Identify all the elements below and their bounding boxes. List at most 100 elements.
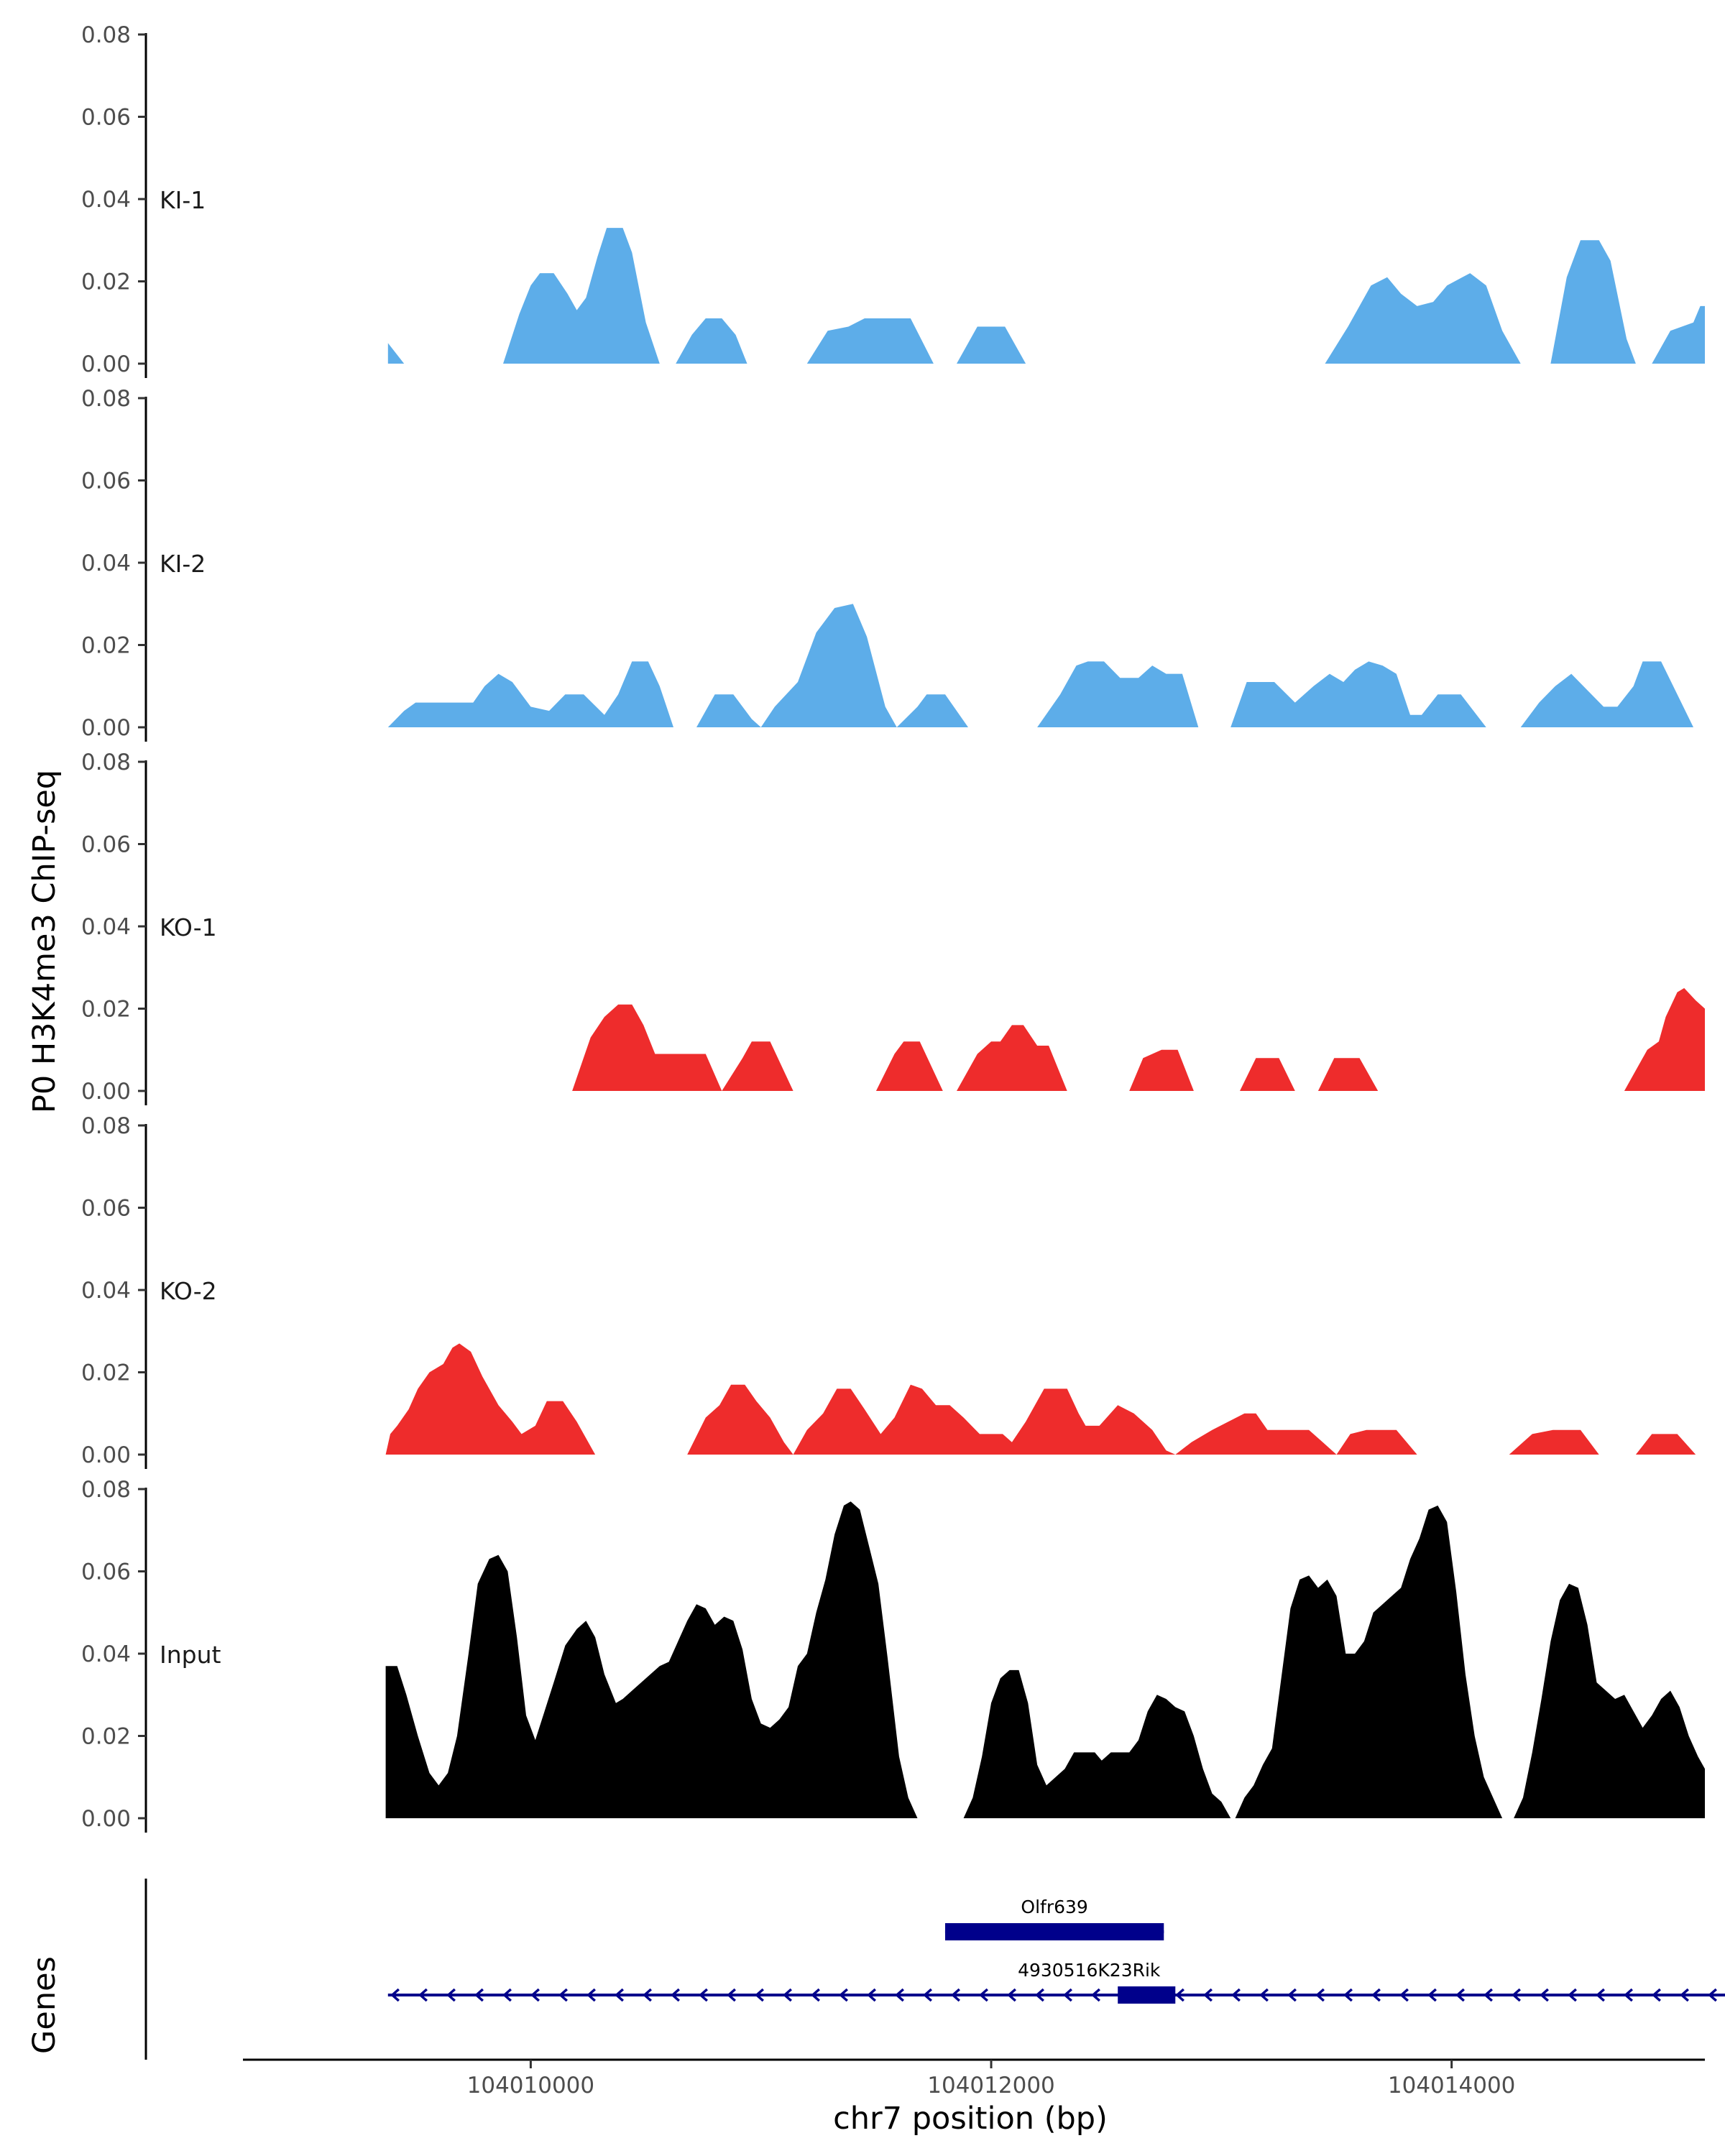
genes-panel: Olfr639 4930516K23Rik: [144, 1879, 1725, 2060]
gene-4930516k23rik: 4930516K23Rik: [387, 1960, 1725, 2004]
x-tick-label: 104012000: [927, 2073, 1055, 2099]
y-tick-label: 0.06: [81, 832, 131, 858]
y-tick-label: 0.04: [81, 1278, 131, 1304]
y-tick-label: 0.08: [81, 1113, 131, 1139]
strand-arrow: [1035, 1988, 1044, 2002]
track-label: KI-2: [160, 550, 206, 578]
y-tick-label: 0.08: [81, 22, 131, 48]
strand-arrow: [1455, 1988, 1465, 2002]
y-tick-label: 0.04: [81, 550, 131, 576]
strand-arrow: [1063, 1988, 1072, 2002]
x-tick-label: 104010000: [467, 2073, 595, 2099]
gene-exon: [944, 1923, 1164, 1940]
y-tick-label: 0.04: [81, 914, 131, 940]
y-tick-label: 0.02: [81, 1360, 131, 1386]
strand-arrow: [699, 1988, 708, 2002]
gene-exon: [1118, 1986, 1176, 2004]
y-tick-label: 0.00: [81, 715, 131, 741]
strand-arrow: [643, 1988, 652, 2002]
strand-arrow: [446, 1988, 456, 2002]
track-label: KO-1: [160, 913, 217, 941]
strand-arrow: [1540, 1988, 1549, 2002]
strand-arrow: [1399, 1988, 1409, 2002]
strand-arrow: [951, 1988, 960, 2002]
track-label: KO-2: [160, 1277, 217, 1305]
y-tick-label: 0.06: [81, 105, 131, 131]
y-tick-label: 0.00: [81, 1442, 131, 1468]
y-tick-label: 0.02: [81, 1724, 131, 1750]
track-ko-2: 0.00 0.02 0.04 0.06 0.08 KO-2: [81, 1113, 1696, 1469]
strand-arrow: [1708, 1988, 1717, 2002]
x-axis: 104010000 104012000 104014000: [243, 2058, 1705, 2099]
track-panels: 0.00 0.02 0.04 0.06 0.08 KI-1 0.00 0.02 0.04 0.06…: [81, 22, 1705, 1833]
strand-arrow: [502, 1988, 512, 2002]
y-axis-title: P0 H3K4me3 ChIP-seq: [27, 770, 63, 1113]
track-label: Input: [160, 1641, 221, 1669]
coverage-area-ko-1: [572, 987, 1705, 1091]
y-tick-label: 0.02: [81, 270, 131, 295]
y-tick-label: 0.02: [81, 633, 131, 659]
strand-arrow: [895, 1988, 904, 2002]
strand-arrow: [615, 1988, 624, 2002]
strand-arrow: [390, 1988, 400, 2002]
strand-arrow: [979, 1988, 988, 2002]
strand-arrow: [474, 1988, 484, 2002]
strand-arrow: [839, 1988, 848, 2002]
strand-arrow: [923, 1988, 932, 2002]
coverage-area-input: [385, 1501, 1705, 1818]
y-tick-label: 0.06: [81, 1196, 131, 1222]
strand-arrow: [558, 1988, 568, 2002]
strand-arrow: [1203, 1988, 1213, 2002]
strand-arrow: [1175, 1988, 1184, 2002]
y-tick-label: 0.06: [81, 469, 131, 494]
strand-arrow: [1343, 1988, 1353, 2002]
x-axis-title: chr7 position (bp): [833, 2101, 1108, 2137]
track-ko-1: 0.00 0.02 0.04 0.06 0.08 KO-1: [81, 750, 1705, 1105]
strand-arrow: [783, 1988, 792, 2002]
coverage-area-ki-1: [387, 228, 1705, 364]
y-tick-label: 0.04: [81, 1641, 131, 1667]
y-tick-label: 0.00: [81, 351, 131, 377]
strand-arrow: [530, 1988, 540, 2002]
y-tick-label: 0.00: [81, 1806, 131, 1832]
y-tick-label: 0.08: [81, 386, 131, 412]
strand-arrow: [1680, 1988, 1689, 2002]
strand-arrow: [1596, 1988, 1605, 2002]
strand-arrow: [1091, 1988, 1100, 2002]
strand-arrow: [1568, 1988, 1577, 2002]
strand-arrow: [867, 1988, 876, 2002]
coverage-area-ki-2: [387, 604, 1693, 727]
strand-arrow: [1512, 1988, 1521, 2002]
y-tick-label: 0.08: [81, 750, 131, 775]
strand-arrow: [811, 1988, 820, 2002]
gene-label: 4930516K23Rik: [1018, 1960, 1161, 1981]
strand-arrow: [1315, 1988, 1325, 2002]
y-tick-label: 0.04: [81, 187, 131, 213]
gene-label: Olfr639: [1021, 1897, 1087, 1917]
strand-arrow: [727, 1988, 736, 2002]
track-ki-2: 0.00 0.02 0.04 0.06 0.08 KI-2: [81, 386, 1693, 742]
coverage-area-ko-2: [385, 1343, 1696, 1455]
strand-arrow: [671, 1988, 680, 2002]
strand-arrow: [1624, 1988, 1633, 2002]
gene-olfr639: Olfr639: [944, 1897, 1164, 1940]
strand-arrow: [1484, 1988, 1493, 2002]
track-ki-1: 0.00 0.02 0.04 0.06 0.08 KI-1: [81, 22, 1705, 378]
y-tick-label: 0.00: [81, 1079, 131, 1105]
track-label: KI-1: [160, 186, 206, 214]
strand-arrow: [1259, 1988, 1269, 2002]
y-tick-label: 0.06: [81, 1560, 131, 1585]
strand-arrow: [1231, 1988, 1241, 2002]
strand-arrow: [418, 1988, 428, 2002]
track-input: 0.00 0.02 0.04 0.06 0.08 Input: [81, 1477, 1705, 1833]
y-tick-label: 0.02: [81, 997, 131, 1023]
x-tick-label: 104014000: [1388, 2073, 1516, 2099]
genes-axis-title: Genes: [27, 1956, 63, 2054]
strand-arrow: [1371, 1988, 1381, 2002]
strand-arrow: [1007, 1988, 1016, 2002]
strand-arrow: [1427, 1988, 1437, 2002]
strand-arrow: [586, 1988, 596, 2002]
y-tick-label: 0.08: [81, 1477, 131, 1503]
strand-arrow: [1652, 1988, 1661, 2002]
